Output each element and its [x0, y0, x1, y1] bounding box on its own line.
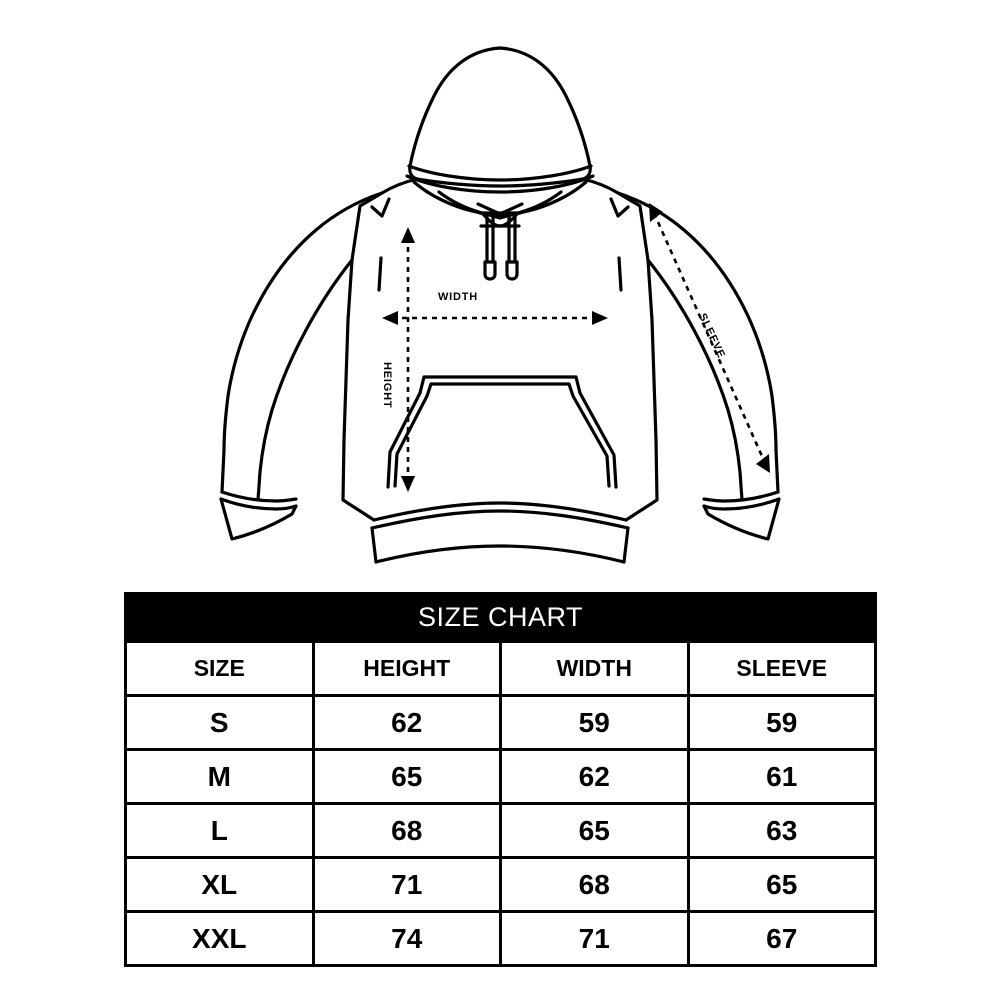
height-arrowhead-top: [401, 227, 415, 243]
table-row: M 65 62 61: [124, 748, 877, 805]
width-measurement-label: WIDTH: [438, 291, 479, 303]
cuff-left-top: [220, 490, 298, 503]
cell-width: 65: [499, 802, 690, 859]
drawstring-aglet-right: [505, 260, 519, 281]
cell-size: L: [124, 802, 315, 859]
drawstring-aglet-left: [483, 260, 497, 281]
cell-height: 71: [311, 856, 502, 913]
body-right-side: [581, 177, 659, 522]
cell-height: 68: [311, 802, 502, 859]
cell-width: 71: [499, 910, 690, 967]
cell-height: 62: [311, 694, 502, 751]
column-header-height: HEIGHT: [311, 640, 502, 697]
shoulder-seam-right: [609, 197, 630, 218]
column-header-size: SIZE: [124, 640, 315, 697]
cell-size: M: [124, 748, 315, 805]
size-chart-table: SIZE CHART SIZE HEIGHT WIDTH SLEEVE S 62…: [124, 592, 877, 967]
column-header-row: SIZE HEIGHT WIDTH SLEEVE: [124, 640, 877, 697]
cuff-right-bottom: [702, 497, 781, 541]
cell-size: XL: [124, 856, 315, 913]
cell-size: S: [124, 694, 315, 751]
sleeve-arrowhead-top: [649, 203, 663, 222]
pocket-left-edge-inner: [393, 394, 429, 488]
neck-facing: [437, 190, 563, 220]
table-row: XL 71 68 65: [124, 856, 877, 913]
cell-width: 59: [499, 694, 690, 751]
table-row: L 68 65 63: [124, 802, 877, 859]
cell-sleeve: 63: [686, 802, 877, 859]
hood-rim-lower: [405, 174, 595, 194]
armhole-detail-right: [617, 256, 623, 292]
cell-width: 62: [499, 748, 690, 805]
sleeve-arrowhead-bottom: [756, 454, 770, 473]
table-row: S 62 59 59: [124, 694, 877, 751]
hem-top-line: [372, 501, 628, 522]
pocket-outer: [418, 375, 618, 489]
hood-rim-upper: [407, 164, 593, 182]
table-row: XXL 74 71 67: [124, 910, 877, 967]
cell-sleeve: 67: [686, 910, 877, 967]
pocket-left-edge: [386, 391, 422, 489]
cell-size: XXL: [124, 910, 315, 967]
cuff-right-top: [702, 490, 780, 503]
sleeve-left-outer: [220, 191, 384, 494]
hem-right-edge: [622, 526, 630, 564]
cell-height: 74: [311, 910, 502, 967]
cell-sleeve: 59: [686, 694, 877, 751]
hem-bottom-line: [374, 544, 626, 564]
sleeve-right-outer: [616, 191, 780, 494]
cell-sleeve: 65: [686, 856, 877, 913]
cuff-left-top2: [219, 497, 298, 511]
sleeve-right-inner: [646, 258, 744, 502]
cell-width: 68: [499, 856, 690, 913]
height-arrowhead-bottom: [401, 476, 415, 492]
hoodie-illustration: WIDTH HEIGHT SLEEVE: [219, 46, 781, 564]
pocket-inner: [425, 382, 611, 488]
chart-title-row: SIZE CHART: [124, 592, 877, 643]
cuff-left-bottom: [219, 497, 298, 541]
column-header-width: WIDTH: [499, 640, 690, 697]
cell-sleeve: 61: [686, 748, 877, 805]
hoodie-technical-drawing: [219, 46, 781, 564]
hood-inner-opening: [412, 180, 588, 218]
column-header-sleeve: SLEEVE: [686, 640, 877, 697]
height-measurement-label: HEIGHT: [381, 362, 393, 409]
chart-title: SIZE CHART: [124, 592, 877, 643]
cuff-right-top2: [702, 497, 781, 511]
width-arrowhead-right: [592, 311, 608, 325]
shoulder-seam-left: [370, 197, 391, 218]
armhole-detail-left: [377, 256, 383, 292]
body-left-side: [341, 177, 419, 522]
hem-mid-line: [370, 509, 630, 530]
sleeve-left-inner: [256, 258, 354, 502]
cell-height: 65: [311, 748, 502, 805]
width-arrowhead-left: [382, 311, 398, 325]
hood-outer-shape: [408, 46, 592, 188]
hem-left-edge: [370, 526, 378, 564]
